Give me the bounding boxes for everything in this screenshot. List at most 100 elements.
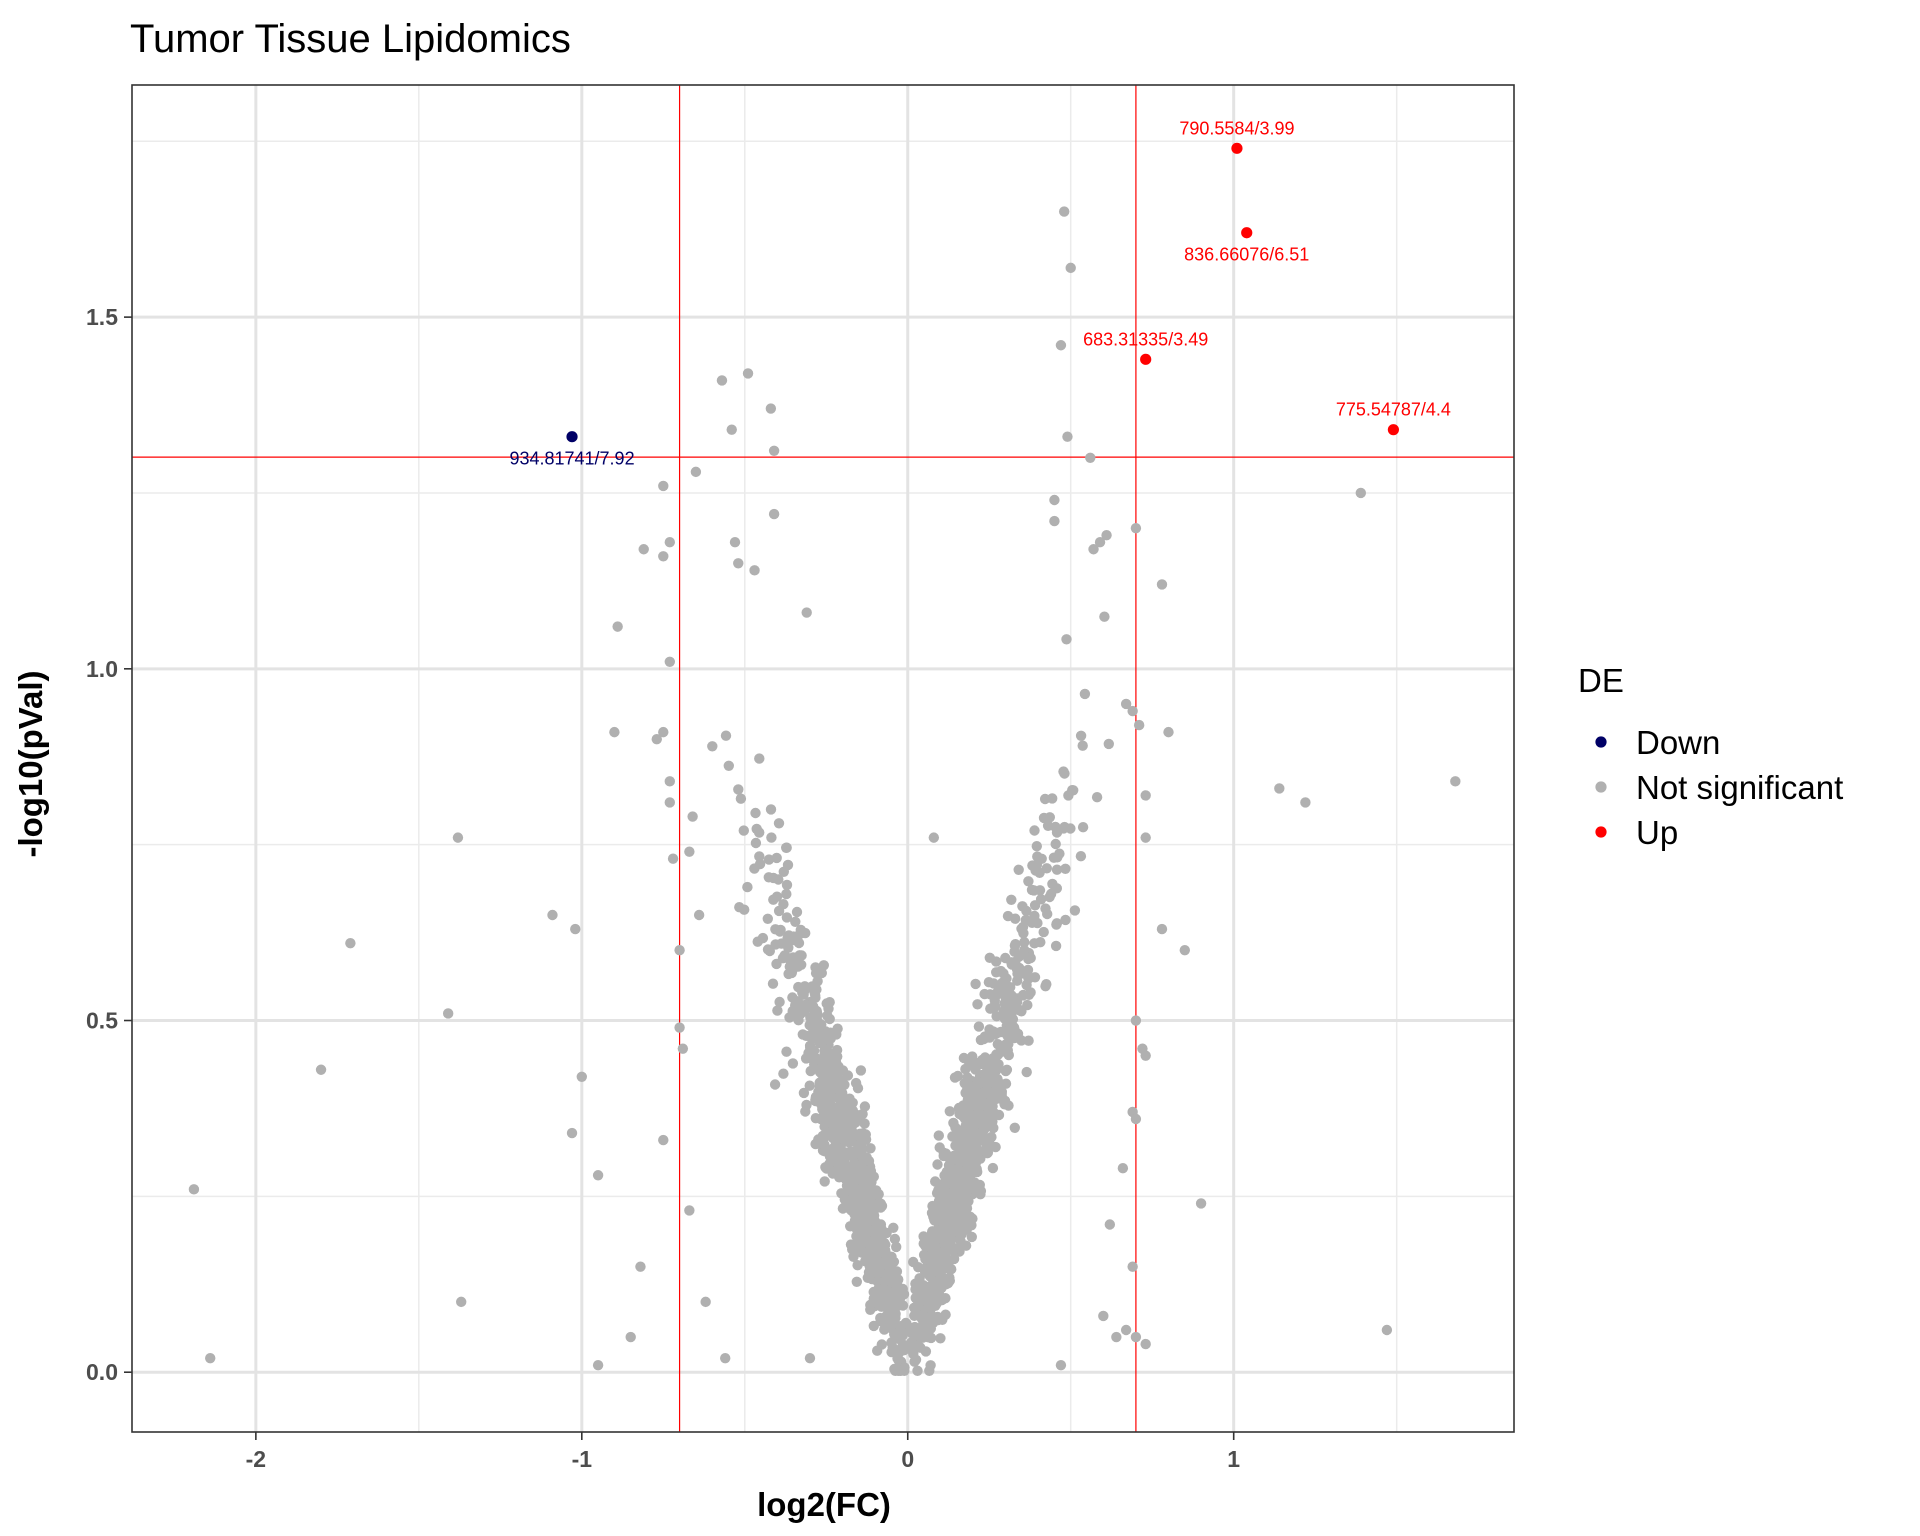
point-not-significant — [887, 1287, 898, 1298]
point-not-significant — [1061, 634, 1072, 645]
point-not-significant — [1179, 944, 1190, 956]
point-not-significant — [1101, 529, 1112, 541]
point-not-significant — [942, 1231, 953, 1242]
point-not-significant — [1006, 894, 1017, 905]
point-not-significant — [868, 1210, 880, 1221]
point-not-significant — [1156, 923, 1168, 935]
point-not-significant — [1059, 821, 1070, 833]
point-not-significant — [990, 1141, 1001, 1153]
point-not-significant — [895, 1292, 906, 1303]
y-axis: 0.0 0.5 1.0 1.5 — [86, 304, 132, 1385]
point-not-significant — [973, 1145, 984, 1156]
point-not-significant — [733, 784, 744, 795]
chart-title: Tumor Tissue Lipidomics — [130, 17, 571, 61]
point-not-significant — [920, 1240, 931, 1252]
point-not-significant — [834, 1086, 845, 1097]
point-not-significant — [850, 1077, 862, 1089]
point-not-significant — [925, 1360, 936, 1371]
point-not-significant — [765, 804, 777, 815]
point-not-significant — [1022, 964, 1034, 976]
point-not-significant — [769, 1079, 781, 1090]
point-not-significant — [867, 1236, 878, 1247]
point-not-significant — [664, 656, 676, 667]
point-not-significant — [851, 1276, 862, 1288]
point-not-significant — [879, 1289, 890, 1300]
point-not-significant — [674, 1022, 685, 1033]
point-not-significant — [738, 825, 749, 836]
legend-label: Down — [1636, 724, 1720, 761]
point-not-significant — [734, 902, 745, 913]
point-not-significant — [808, 1001, 819, 1012]
significant-points — [566, 142, 1400, 443]
point-not-significant — [658, 726, 669, 738]
point-not-significant — [948, 1253, 960, 1265]
point-not-significant — [770, 924, 781, 935]
point-not-significant — [784, 933, 795, 944]
point-not-significant — [684, 846, 695, 857]
point-up — [1241, 227, 1253, 239]
point-not-significant — [1031, 859, 1043, 871]
point-label: 790.5584/3.99 — [1179, 118, 1294, 138]
point-not-significant — [832, 1169, 844, 1180]
point-not-significant — [1049, 494, 1060, 506]
point-not-significant — [929, 1240, 940, 1251]
point-not-significant — [1050, 821, 1061, 833]
point-not-significant — [840, 1174, 851, 1185]
point-not-significant — [925, 1332, 937, 1344]
point-not-significant — [774, 996, 785, 1008]
point-not-significant — [979, 988, 990, 1000]
point-not-significant — [868, 1171, 879, 1182]
point-not-significant — [838, 1102, 849, 1113]
point-not-significant — [804, 1052, 815, 1064]
point-not-significant — [687, 811, 698, 822]
point-not-significant — [889, 1329, 900, 1340]
point-not-significant — [830, 1066, 841, 1077]
point-not-significant — [859, 1118, 870, 1129]
point-not-significant — [928, 832, 940, 843]
point-not-significant — [847, 1097, 858, 1109]
point-not-significant — [818, 1078, 829, 1089]
point-not-significant — [1195, 1198, 1207, 1209]
point-not-significant — [855, 1065, 867, 1076]
point-not-significant — [1047, 878, 1058, 890]
point-not-significant — [788, 952, 799, 963]
point-not-significant — [948, 1165, 959, 1176]
point-not-significant — [707, 741, 718, 752]
point-not-significant — [876, 1257, 888, 1268]
point-not-significant — [999, 1099, 1010, 1110]
point-not-significant — [975, 1034, 987, 1046]
point-not-significant — [1031, 841, 1043, 852]
point-not-significant — [888, 1272, 899, 1283]
point-not-significant — [750, 807, 761, 819]
point-not-significant — [1075, 730, 1087, 741]
point-not-significant — [612, 621, 623, 632]
point-not-significant — [1032, 917, 1043, 929]
legend-key — [1595, 736, 1607, 748]
point-not-significant — [884, 1302, 895, 1313]
point-not-significant — [881, 1227, 892, 1239]
x-axis-title: log2(FC) — [757, 1486, 891, 1523]
point-not-significant — [1048, 852, 1060, 863]
point-not-significant — [1023, 989, 1035, 1000]
non-significant-points — [707, 611, 1115, 1377]
point-not-significant — [638, 544, 649, 555]
point-not-significant — [766, 832, 777, 843]
point-not-significant — [993, 987, 1004, 999]
point-not-significant — [315, 1064, 327, 1075]
point-not-significant — [1140, 790, 1151, 801]
point-not-significant — [972, 999, 983, 1010]
point-not-significant — [908, 1348, 919, 1360]
point-not-significant — [677, 1043, 689, 1054]
point-not-significant — [923, 1285, 934, 1296]
point-not-significant — [1023, 973, 1034, 984]
point-label: 683.31335/3.49 — [1083, 329, 1208, 349]
point-not-significant — [684, 1205, 695, 1216]
point-not-significant — [1014, 1004, 1025, 1016]
point-not-significant — [742, 368, 754, 379]
point-not-significant — [781, 879, 793, 891]
point-not-significant — [1004, 1030, 1016, 1042]
point-not-significant — [442, 1008, 454, 1019]
point-not-significant — [1016, 923, 1027, 934]
y-tick-label: 0.0 — [86, 1359, 118, 1385]
legend: DE Down Not significant Up — [1578, 662, 1843, 851]
